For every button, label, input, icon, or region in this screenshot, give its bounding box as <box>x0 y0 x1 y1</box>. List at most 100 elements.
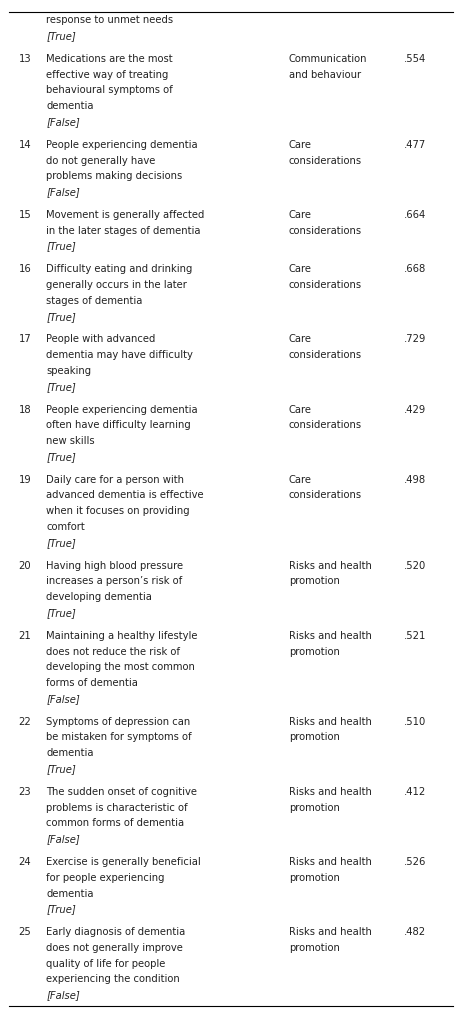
Text: .554: .554 <box>404 54 426 64</box>
Text: Risks and health: Risks and health <box>289 787 371 797</box>
Text: [True]: [True] <box>46 32 76 41</box>
Text: [True]: [True] <box>46 765 76 774</box>
Text: [False]: [False] <box>46 834 80 844</box>
Text: Care: Care <box>289 404 312 414</box>
Text: promotion: promotion <box>289 802 340 812</box>
Text: Care: Care <box>289 210 312 220</box>
Text: Daily care for a person with: Daily care for a person with <box>46 474 184 485</box>
Text: Risks and health: Risks and health <box>289 857 371 867</box>
Text: considerations: considerations <box>289 350 362 360</box>
Text: new skills: new skills <box>46 436 95 446</box>
Text: dementia: dementia <box>46 889 94 899</box>
Text: quality of life for people: quality of life for people <box>46 959 165 969</box>
Text: do not generally have: do not generally have <box>46 156 156 166</box>
Text: .521: .521 <box>404 631 426 640</box>
Text: Maintaining a healthy lifestyle: Maintaining a healthy lifestyle <box>46 631 198 640</box>
Text: dementia: dementia <box>46 101 94 111</box>
Text: 24: 24 <box>18 857 31 867</box>
Text: 25: 25 <box>18 927 31 937</box>
Text: speaking: speaking <box>46 366 91 376</box>
Text: 18: 18 <box>18 404 31 414</box>
Text: .668: .668 <box>404 265 426 274</box>
Text: dementia may have difficulty: dementia may have difficulty <box>46 350 193 360</box>
Text: promotion: promotion <box>289 576 340 586</box>
Text: considerations: considerations <box>289 156 362 166</box>
Text: dementia: dementia <box>46 748 94 758</box>
Text: increases a person’s risk of: increases a person’s risk of <box>46 576 182 586</box>
Text: .729: .729 <box>404 334 426 344</box>
Text: considerations: considerations <box>289 280 362 290</box>
Text: People with advanced: People with advanced <box>46 334 156 344</box>
Text: 15: 15 <box>18 210 31 220</box>
Text: promotion: promotion <box>289 872 340 883</box>
Text: for people experiencing: for people experiencing <box>46 872 164 883</box>
Text: be mistaken for symptoms of: be mistaken for symptoms of <box>46 733 192 742</box>
Text: effective way of treating: effective way of treating <box>46 69 169 79</box>
Text: Early diagnosis of dementia: Early diagnosis of dementia <box>46 927 185 937</box>
Text: [True]: [True] <box>46 608 76 618</box>
Text: promotion: promotion <box>289 733 340 742</box>
Text: developing dementia: developing dementia <box>46 592 152 603</box>
Text: Risks and health: Risks and health <box>289 561 371 571</box>
Text: Movement is generally affected: Movement is generally affected <box>46 210 205 220</box>
Text: developing the most common: developing the most common <box>46 663 195 672</box>
Text: [False]: [False] <box>46 694 80 703</box>
Text: 21: 21 <box>18 631 31 640</box>
Text: advanced dementia is effective: advanced dementia is effective <box>46 491 204 501</box>
Text: [False]: [False] <box>46 991 80 1001</box>
Text: Difficulty eating and drinking: Difficulty eating and drinking <box>46 265 193 274</box>
Text: does not reduce the risk of: does not reduce the risk of <box>46 646 180 657</box>
Text: experiencing the condition: experiencing the condition <box>46 974 180 984</box>
Text: Communication: Communication <box>289 54 367 64</box>
Text: response to unmet needs: response to unmet needs <box>46 15 173 25</box>
Text: 13: 13 <box>18 54 31 64</box>
Text: does not generally improve: does not generally improve <box>46 943 183 953</box>
Text: behavioural symptoms of: behavioural symptoms of <box>46 86 173 96</box>
Text: problems making decisions: problems making decisions <box>46 171 182 181</box>
Text: Risks and health: Risks and health <box>289 631 371 640</box>
Text: .520: .520 <box>404 561 426 571</box>
Text: in the later stages of dementia: in the later stages of dementia <box>46 226 201 236</box>
Text: and behaviour: and behaviour <box>289 69 361 79</box>
Text: considerations: considerations <box>289 226 362 236</box>
Text: Care: Care <box>289 334 312 344</box>
Text: .482: .482 <box>404 927 426 937</box>
Text: [True]: [True] <box>46 312 76 322</box>
Text: common forms of dementia: common forms of dementia <box>46 818 184 829</box>
Text: stages of dementia: stages of dementia <box>46 296 143 305</box>
Text: Medications are the most: Medications are the most <box>46 54 173 64</box>
Text: comfort: comfort <box>46 522 85 532</box>
Text: Care: Care <box>289 474 312 485</box>
Text: generally occurs in the later: generally occurs in the later <box>46 280 187 290</box>
Text: .526: .526 <box>404 857 426 867</box>
Text: 22: 22 <box>18 717 31 727</box>
Text: The sudden onset of cognitive: The sudden onset of cognitive <box>46 787 197 797</box>
Text: problems is characteristic of: problems is characteristic of <box>46 802 188 812</box>
Text: People experiencing dementia: People experiencing dementia <box>46 139 198 150</box>
Text: [True]: [True] <box>46 452 76 462</box>
Text: People experiencing dementia: People experiencing dementia <box>46 404 198 414</box>
Text: forms of dementia: forms of dementia <box>46 678 138 688</box>
Text: [False]: [False] <box>46 187 80 197</box>
Text: promotion: promotion <box>289 646 340 657</box>
Text: .412: .412 <box>404 787 426 797</box>
Text: Care: Care <box>289 265 312 274</box>
Text: [True]: [True] <box>46 904 76 914</box>
Text: Exercise is generally beneficial: Exercise is generally beneficial <box>46 857 201 867</box>
Text: Symptoms of depression can: Symptoms of depression can <box>46 717 190 727</box>
Text: often have difficulty learning: often have difficulty learning <box>46 420 191 431</box>
Text: .510: .510 <box>404 717 426 727</box>
Text: considerations: considerations <box>289 420 362 431</box>
Text: 17: 17 <box>18 334 31 344</box>
Text: .498: .498 <box>404 474 426 485</box>
Text: [True]: [True] <box>46 241 76 251</box>
Text: Care: Care <box>289 139 312 150</box>
Text: [False]: [False] <box>46 117 80 127</box>
Text: Having high blood pressure: Having high blood pressure <box>46 561 183 571</box>
Text: .477: .477 <box>404 139 426 150</box>
Text: Risks and health: Risks and health <box>289 927 371 937</box>
Text: 23: 23 <box>18 787 31 797</box>
Text: [True]: [True] <box>46 382 76 392</box>
Text: .429: .429 <box>404 404 426 414</box>
Text: when it focuses on providing: when it focuses on providing <box>46 506 190 516</box>
